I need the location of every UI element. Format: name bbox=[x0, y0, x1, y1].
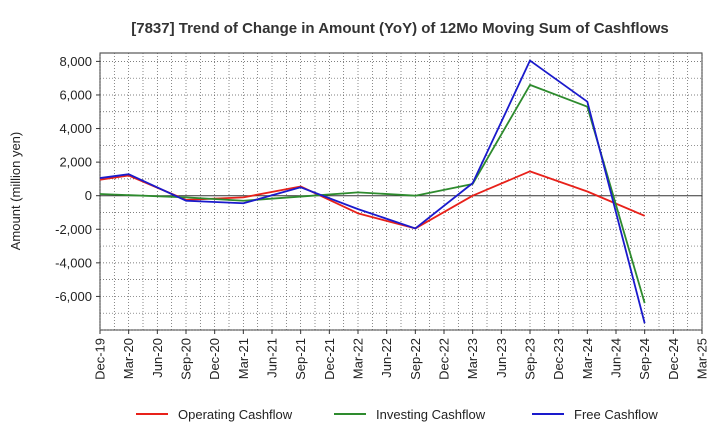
legend-label-operating-cashflow: Operating Cashflow bbox=[178, 407, 293, 422]
x-tick-label: Mar-25 bbox=[695, 338, 710, 379]
x-tick-label: Sep-20 bbox=[179, 338, 194, 380]
chart-title: [7837] Trend of Change in Amount (YoY) o… bbox=[131, 20, 669, 37]
x-tick-label: Dec-24 bbox=[666, 338, 681, 380]
y-tick-label: -4,000 bbox=[55, 255, 92, 270]
x-tick-label: Mar-21 bbox=[236, 338, 251, 379]
x-tick-label: Dec-19 bbox=[93, 338, 108, 380]
x-tick-label: Dec-23 bbox=[551, 338, 566, 380]
x-tick-label: Mar-20 bbox=[121, 338, 136, 379]
legend-label-investing-cashflow: Investing Cashflow bbox=[376, 407, 486, 422]
x-tick-label: Sep-24 bbox=[637, 338, 652, 380]
y-tick-label: -2,000 bbox=[55, 222, 92, 237]
x-tick-label: Sep-21 bbox=[293, 338, 308, 380]
x-tick-label: Jun-23 bbox=[494, 338, 509, 378]
y-tick-label: -6,000 bbox=[55, 289, 92, 304]
y-tick-label: 6,000 bbox=[59, 87, 92, 102]
x-tick-label: Jun-21 bbox=[265, 338, 280, 378]
series-line-free-cashflow bbox=[99, 59, 646, 324]
y-tick-label: 0 bbox=[85, 188, 92, 203]
grid-layer bbox=[99, 52, 703, 331]
legend-label-free-cashflow: Free Cashflow bbox=[574, 407, 658, 422]
x-tick-label: Mar-23 bbox=[465, 338, 480, 379]
x-tick-label: Mar-24 bbox=[580, 338, 595, 379]
y-axis-label: Amount (million yen) bbox=[8, 132, 23, 251]
x-tick-label: Dec-21 bbox=[322, 338, 337, 380]
x-tick-label: Jun-20 bbox=[150, 338, 165, 378]
y-tick-label: 2,000 bbox=[59, 155, 92, 170]
x-tick-label: Jun-24 bbox=[609, 338, 624, 378]
x-tick-label: Mar-22 bbox=[351, 338, 366, 379]
axis-layer: 8,000 6,000 4,000 2,000 0 -2,000 -4,000 -6,000 D… bbox=[55, 54, 709, 380]
series-layer bbox=[99, 59, 646, 324]
x-tick-label: Dec-22 bbox=[437, 338, 452, 380]
x-tick-label: Sep-23 bbox=[523, 338, 538, 380]
x-tick-label: Jun-22 bbox=[379, 338, 394, 378]
series-line-investing-cashflow bbox=[99, 84, 646, 304]
x-tick-label: Sep-22 bbox=[408, 338, 423, 380]
y-tick-label: 4,000 bbox=[59, 121, 92, 136]
legend: Operating Cashflow Investing Cashflow Free… bbox=[136, 407, 658, 422]
y-tick-label: 8,000 bbox=[59, 54, 92, 69]
x-tick-label: Dec-20 bbox=[207, 338, 222, 380]
